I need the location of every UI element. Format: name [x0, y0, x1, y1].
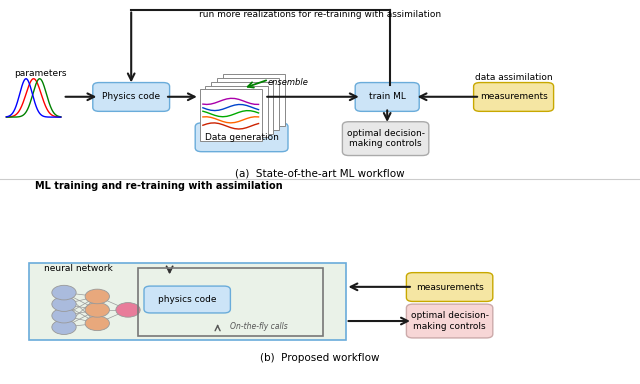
FancyBboxPatch shape [217, 78, 279, 130]
FancyBboxPatch shape [342, 122, 429, 156]
Text: ensemble: ensemble [268, 78, 308, 87]
Circle shape [52, 297, 76, 311]
FancyBboxPatch shape [205, 86, 268, 137]
FancyBboxPatch shape [406, 304, 493, 338]
Circle shape [85, 303, 109, 317]
Text: optimal decision-
making controls: optimal decision- making controls [347, 129, 424, 148]
FancyBboxPatch shape [195, 123, 288, 152]
Text: measurements: measurements [416, 283, 483, 291]
Text: (a)  State-of-the-art ML workflow: (a) State-of-the-art ML workflow [235, 168, 405, 178]
Text: physics code: physics code [158, 295, 216, 304]
Text: measurements: measurements [480, 93, 547, 101]
Circle shape [85, 289, 109, 304]
FancyBboxPatch shape [474, 83, 554, 111]
Circle shape [52, 285, 76, 300]
Text: Physics code: Physics code [102, 93, 160, 101]
Text: run more realizations for re-training with assimilation: run more realizations for re-training wi… [199, 10, 441, 18]
Circle shape [52, 320, 76, 334]
FancyBboxPatch shape [93, 83, 170, 111]
Text: data assimilation: data assimilation [475, 73, 553, 82]
FancyBboxPatch shape [406, 273, 493, 301]
Text: ML training and re-training with assimilation: ML training and re-training with assimil… [35, 181, 283, 191]
FancyBboxPatch shape [223, 74, 285, 126]
Text: neural network: neural network [44, 263, 112, 273]
Text: (b)  Proposed workflow: (b) Proposed workflow [260, 353, 380, 362]
FancyBboxPatch shape [144, 286, 230, 313]
Circle shape [116, 303, 140, 317]
Text: Data generation: Data generation [205, 133, 278, 142]
Text: train ML: train ML [369, 93, 406, 101]
Circle shape [85, 316, 109, 331]
FancyBboxPatch shape [211, 82, 273, 134]
FancyBboxPatch shape [29, 263, 346, 340]
Text: On-the-fly calls: On-the-fly calls [230, 322, 288, 331]
FancyBboxPatch shape [200, 89, 262, 141]
Text: parameters: parameters [14, 69, 67, 78]
FancyBboxPatch shape [355, 83, 419, 111]
Circle shape [52, 308, 76, 323]
Text: optimal decision-
making controls: optimal decision- making controls [411, 311, 488, 331]
